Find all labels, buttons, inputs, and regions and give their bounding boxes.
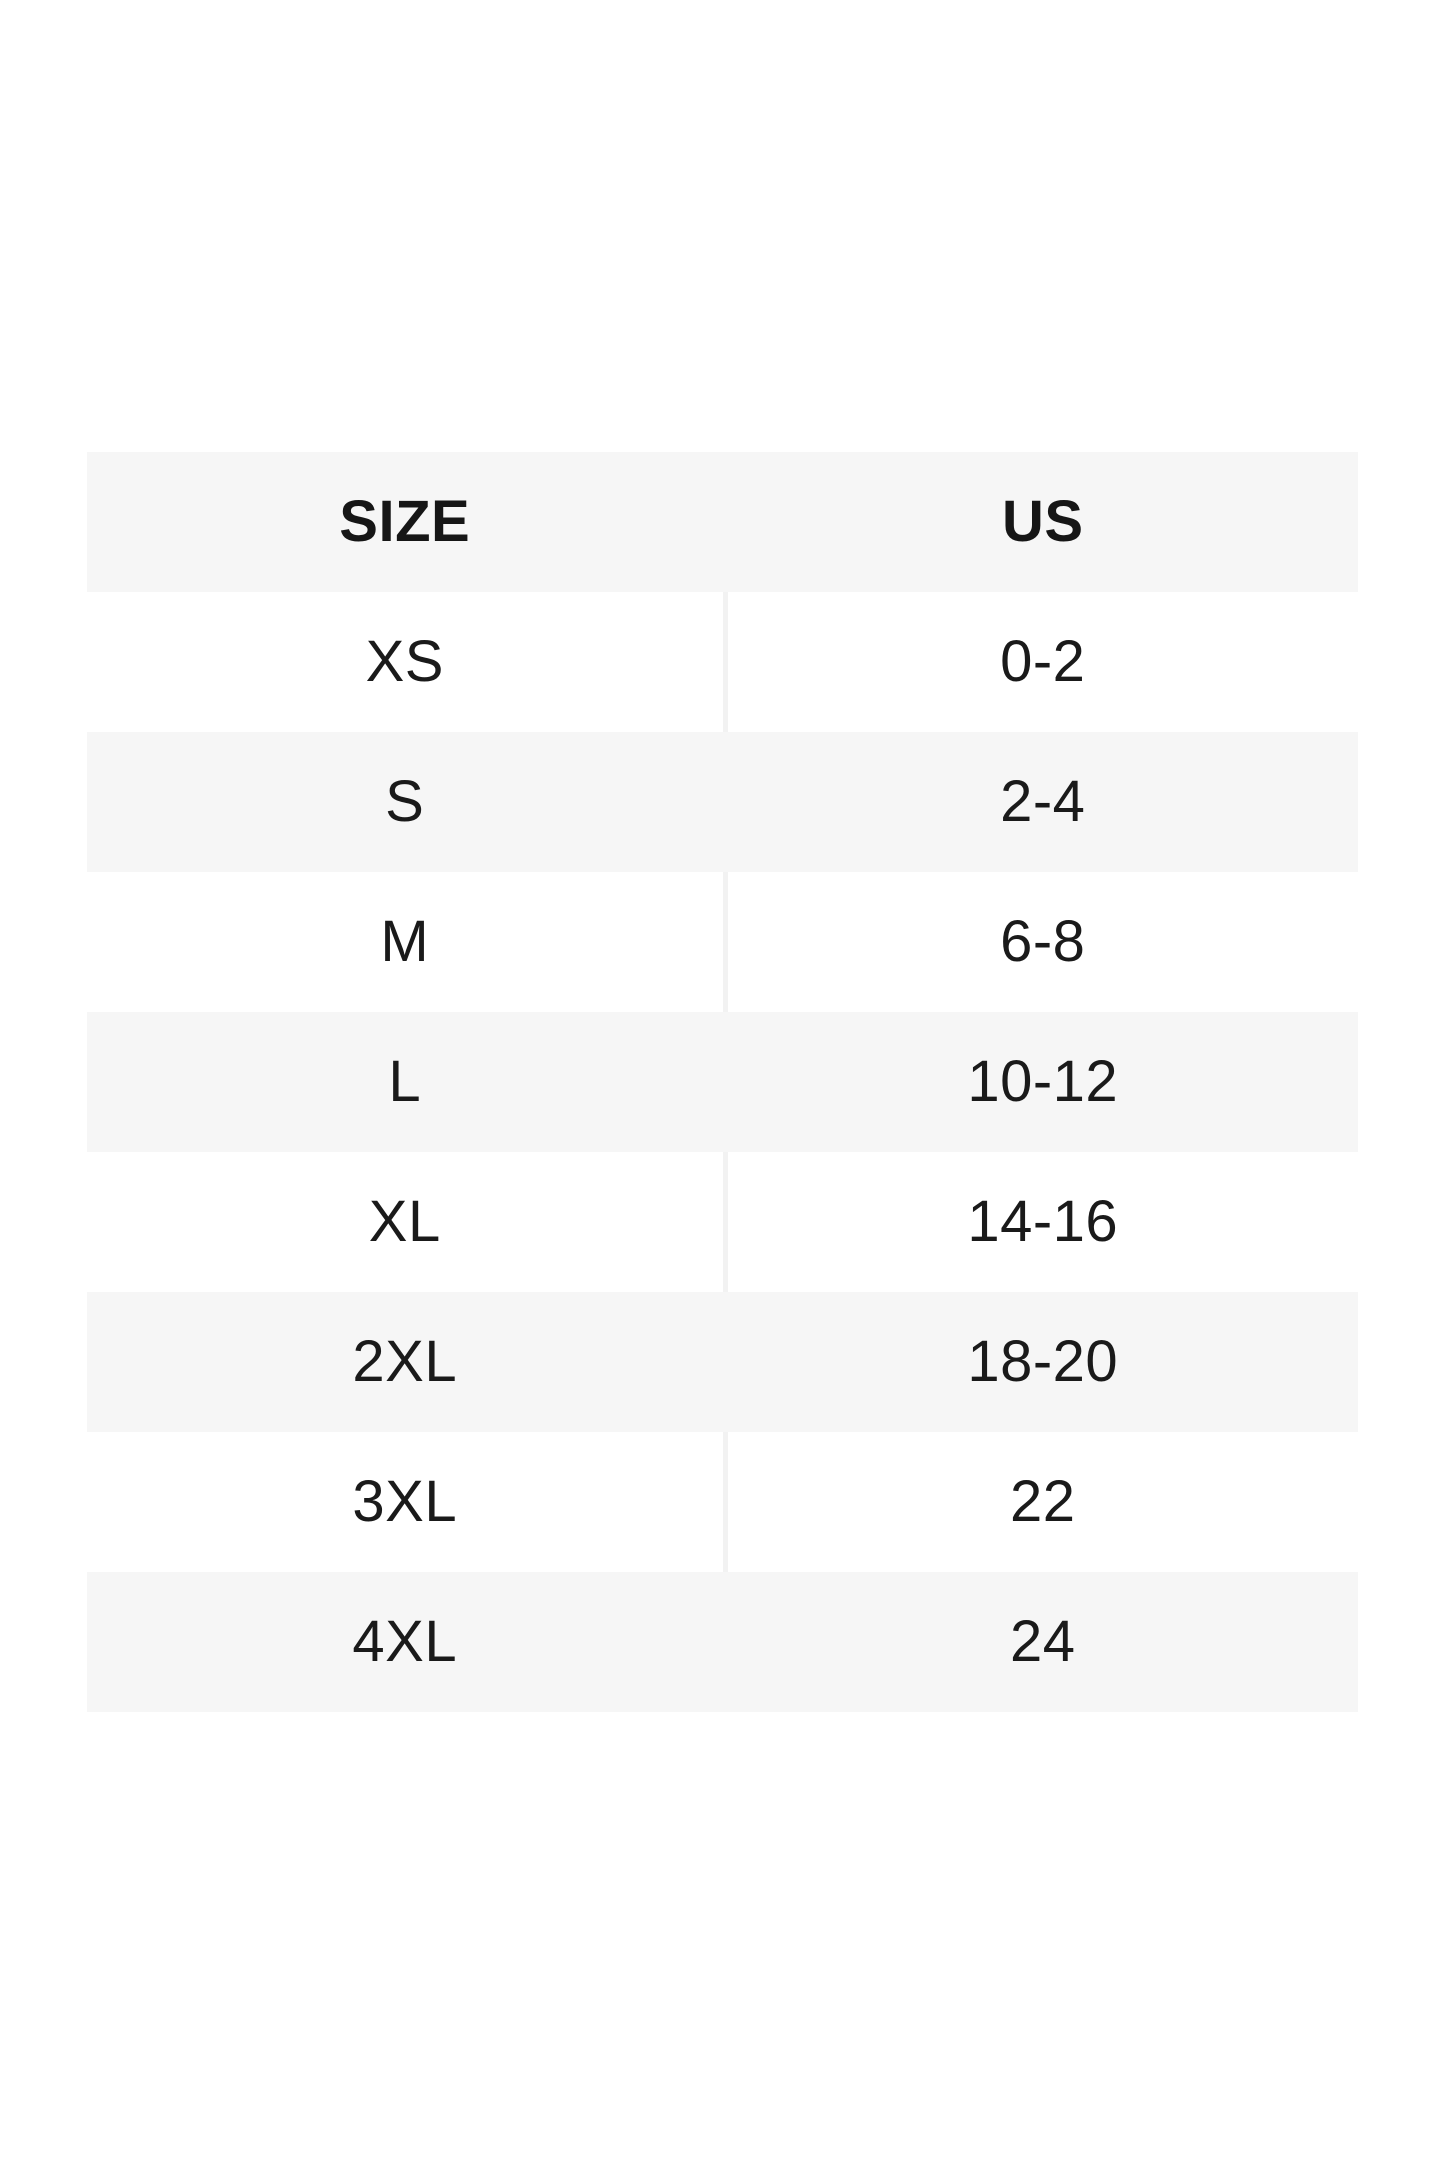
table-row: S 2-4 — [87, 732, 1358, 872]
us-cell: 6-8 — [722, 872, 1359, 1012]
table-row: XS 0-2 — [87, 592, 1358, 732]
column-header-size: SIZE — [339, 489, 471, 554]
us-cell: 10-12 — [967, 1049, 1119, 1114]
us-cell: 24 — [1009, 1609, 1076, 1674]
size-cell: XS — [365, 629, 444, 694]
size-cell: L — [388, 1049, 422, 1114]
column-header-us: US — [1001, 489, 1084, 554]
table-row: L 10-12 — [87, 1012, 1358, 1152]
size-chart-body: XS 0-2 S 2-4 M 6-8 L 10-12 XL 14-16 2XL 18-20 3XL 22 4… — [87, 592, 1358, 1712]
size-cell: M — [380, 909, 430, 974]
us-cell: 22 — [722, 1432, 1359, 1572]
table-row: 4XL 24 — [87, 1572, 1358, 1712]
table-row: 2XL 18-20 — [87, 1292, 1358, 1432]
size-cell: S — [385, 769, 425, 834]
size-cell: 4XL — [352, 1609, 458, 1674]
us-cell: 18-20 — [967, 1329, 1119, 1394]
table-row: 3XL 22 — [87, 1432, 1358, 1572]
table-row: M 6-8 — [87, 872, 1358, 1012]
table-row: XL 14-16 — [87, 1152, 1358, 1292]
us-cell: 2-4 — [1000, 769, 1086, 834]
size-cell: XL — [368, 1189, 441, 1254]
size-chart-table: SIZE US XS 0-2 S 2-4 M 6-8 L 10-12 XL 14-16 2XL 18-… — [87, 452, 1358, 1712]
size-cell: 2XL — [352, 1329, 458, 1394]
size-chart-header-row: SIZE US — [87, 452, 1358, 592]
size-cell: 3XL — [352, 1469, 458, 1534]
us-cell: 14-16 — [722, 1152, 1359, 1292]
us-cell: 0-2 — [722, 592, 1359, 732]
